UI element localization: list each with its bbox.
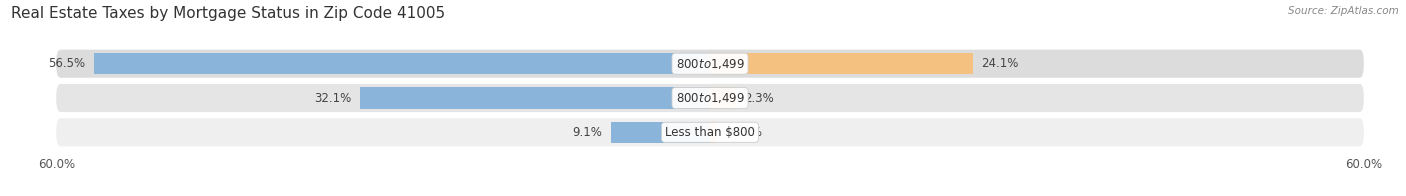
Text: Less than $800: Less than $800	[665, 126, 755, 139]
FancyBboxPatch shape	[56, 84, 1364, 112]
Text: 2.3%: 2.3%	[744, 92, 773, 104]
Text: Source: ZipAtlas.com: Source: ZipAtlas.com	[1288, 6, 1399, 16]
Bar	[710, 87, 735, 109]
Text: 56.5%: 56.5%	[49, 57, 86, 70]
Bar	[360, 87, 710, 109]
Text: $800 to $1,499: $800 to $1,499	[675, 91, 745, 105]
Text: 32.1%: 32.1%	[315, 92, 352, 104]
Text: 24.1%: 24.1%	[981, 57, 1019, 70]
Bar	[710, 122, 716, 143]
FancyBboxPatch shape	[56, 50, 1364, 78]
Bar	[610, 122, 710, 143]
FancyBboxPatch shape	[56, 118, 1364, 146]
Text: $800 to $1,499: $800 to $1,499	[675, 57, 745, 71]
Text: 0.58%: 0.58%	[725, 126, 762, 139]
Bar	[94, 53, 710, 74]
Text: 9.1%: 9.1%	[572, 126, 602, 139]
Text: Real Estate Taxes by Mortgage Status in Zip Code 41005: Real Estate Taxes by Mortgage Status in …	[11, 6, 446, 21]
Bar	[710, 53, 973, 74]
